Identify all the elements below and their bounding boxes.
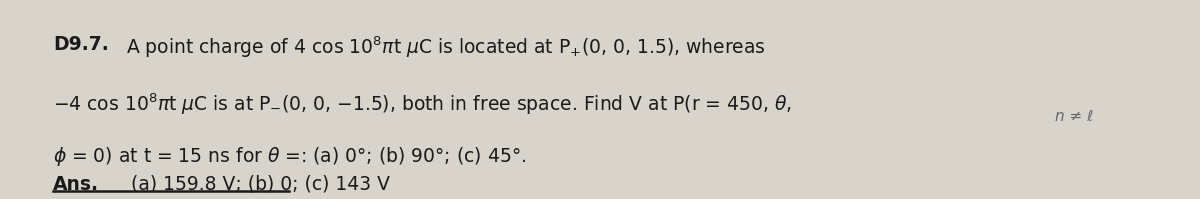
Text: $\phi$ = 0) at t = 15 ns for $\theta$ =: (a) 0°; (b) 90°; (c) 45°.: $\phi$ = 0) at t = 15 ns for $\theta$ =:… xyxy=(53,145,526,168)
Text: (a) 159.8 V; (b) 0; (c) 143 V: (a) 159.8 V; (b) 0; (c) 143 V xyxy=(125,175,390,194)
Text: $-$4 cos 10$^{8}$$\pi$t $\mu$C is at P$_{-}$(0, 0, $-$1.5), both in free space. : $-$4 cos 10$^{8}$$\pi$t $\mu$C is at P$_… xyxy=(53,92,792,117)
Text: Ans.: Ans. xyxy=(53,175,98,194)
Text: A point charge of 4 cos 10$^{8}$$\pi$t $\mu$C is located at P$_{+}$(0, 0, 1.5), : A point charge of 4 cos 10$^{8}$$\pi$t $… xyxy=(126,35,766,60)
Text: n ≠ ℓ: n ≠ ℓ xyxy=(1055,109,1093,124)
Text: D9.7.: D9.7. xyxy=(53,35,109,54)
